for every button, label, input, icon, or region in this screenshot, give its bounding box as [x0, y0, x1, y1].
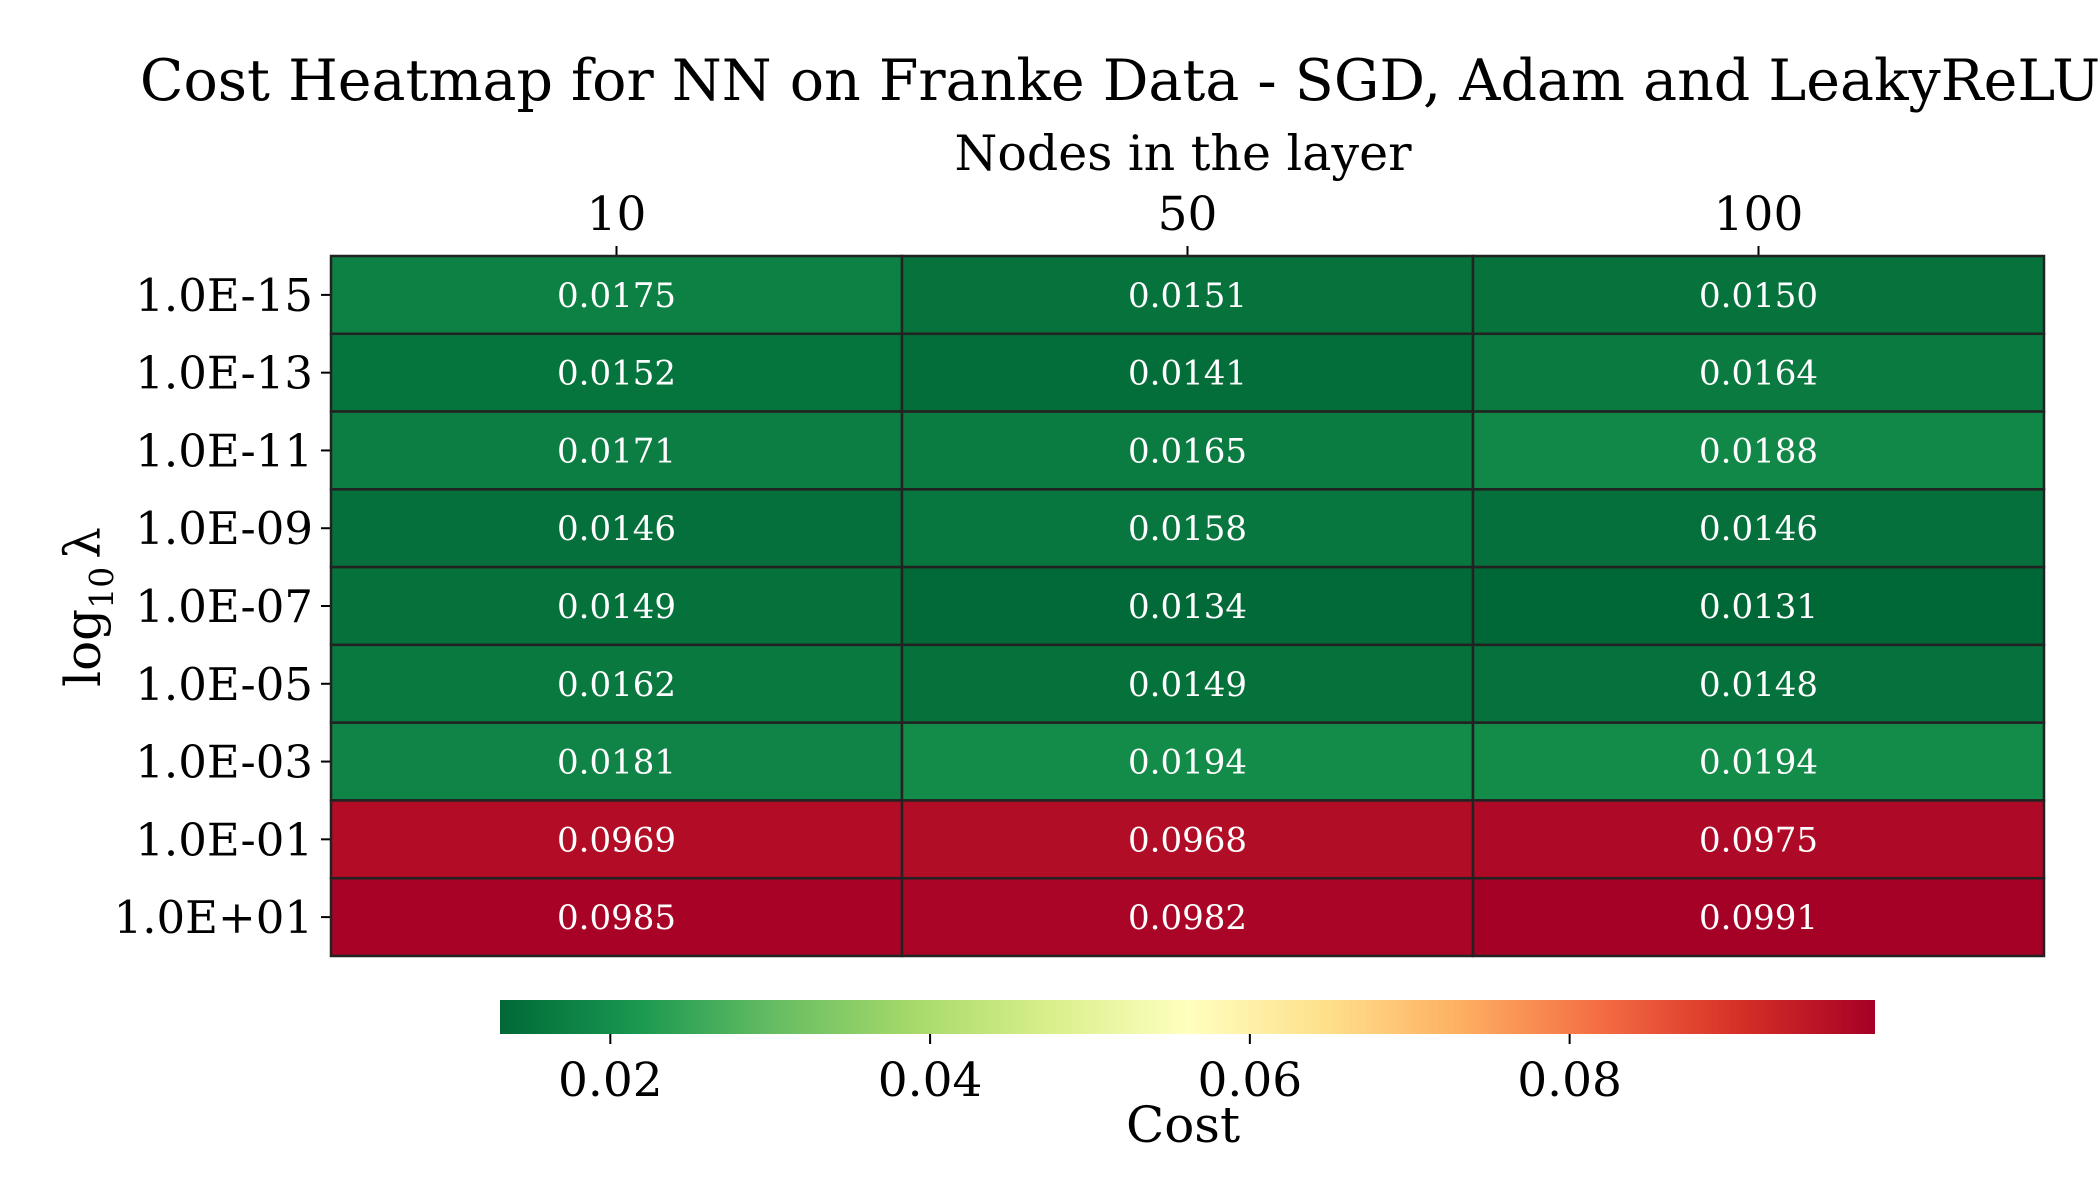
y-axis-label: log10 λ: [54, 527, 121, 687]
heatmap-cell-label: 0.0149: [1128, 665, 1247, 705]
heatmap-cell-label: 0.0151: [1128, 276, 1247, 316]
heatmap-cell-label: 0.0181: [557, 743, 676, 783]
x-tick-label: 100: [1714, 187, 1804, 242]
heatmap-cell: [900, 721, 1475, 802]
heatmap-cell-label: 0.0134: [1128, 587, 1247, 627]
heatmap-cell-label: 0.0194: [1128, 743, 1247, 783]
heatmap-cell: [1471, 876, 2046, 958]
heatmap-cell-label: 0.0162: [557, 665, 676, 705]
heatmap-cell-label: 0.0158: [1128, 509, 1247, 549]
heatmap-cell-label: 0.0149: [557, 587, 676, 627]
heatmap-cell-label: 0.0146: [1699, 509, 1818, 549]
heatmap-cell-label: 0.0152: [557, 354, 676, 394]
colorbar-tick-label: 0.06: [1198, 1053, 1303, 1108]
colorbar-tick-label: 0.02: [558, 1053, 663, 1108]
heatmap-cell-label: 0.0164: [1699, 354, 1818, 394]
heatmap-cell: [1471, 643, 2046, 724]
heatmap-cell-label: 0.0165: [1128, 431, 1247, 471]
y-axis-ticks: 1.0E-15 1.0E-13 1.0E-11 1.0E-09 1.0E-07 1.0E-…: [114, 269, 331, 944]
heatmap-cell-label: 0.0194: [1699, 743, 1818, 783]
heatmap-cell: [329, 488, 904, 569]
x-tick-label: 50: [1158, 187, 1218, 242]
y-tick-label: 1.0E-01: [135, 813, 313, 866]
heatmap-cell: [329, 410, 904, 491]
y-tick-label: 1.0E-09: [135, 502, 313, 555]
heatmap-cell: [329, 254, 904, 336]
chart-title: Cost Heatmap for NN on Franke Data - SGD…: [140, 48, 2100, 114]
heatmap-cells: [329, 254, 2046, 958]
y-tick-label: 1.0E+01: [114, 891, 313, 944]
colorbar: [500, 1000, 1875, 1034]
heatmap-cell-label: 0.0188: [1699, 431, 1818, 471]
heatmap-cell-label: 0.0146: [557, 509, 676, 549]
colorbar-tick-label: 0.08: [1517, 1053, 1622, 1108]
heatmap-cell: [329, 332, 904, 413]
y-axis-label-base: log: [54, 609, 112, 687]
y-tick-label: 1.0E-03: [135, 736, 313, 789]
heatmap-cell-label: 0.0969: [557, 820, 676, 860]
y-axis-label-subscript: 10: [82, 567, 121, 609]
heatmap-cell-label: 0.0968: [1128, 820, 1247, 860]
heatmap-cell-label: 0.0171: [557, 431, 676, 471]
heatmap-cell-labels: 0.0175 0.0151 0.0150 0.0152 0.0141 0.0164 0.01…: [557, 276, 1818, 938]
y-tick-label: 1.0E-05: [135, 658, 313, 711]
y-tick-label: 1.0E-07: [135, 580, 313, 633]
x-axis-ticks: 10 50 100: [587, 187, 1804, 256]
heatmap-cell: [900, 876, 1475, 958]
heatmap-cell-label: 0.0148: [1699, 665, 1818, 705]
y-tick-label: 1.0E-11: [135, 424, 313, 477]
heatmap-cell: [329, 799, 904, 880]
heatmap-cell-label: 0.0141: [1128, 354, 1247, 394]
x-tick-label: 10: [587, 187, 647, 242]
heatmap-cell-label: 0.0991: [1699, 898, 1818, 938]
heatmap-cell: [900, 643, 1475, 724]
heatmap-cell-label: 0.0131: [1699, 587, 1818, 627]
heatmap-cell: [329, 643, 904, 724]
heatmap-cell: [1471, 799, 2046, 880]
colorbar-tick-label: 0.04: [878, 1053, 983, 1108]
heatmap-cell-label: 0.0175: [557, 276, 676, 316]
y-tick-label: 1.0E-15: [135, 269, 313, 322]
heatmap-cell: [1471, 488, 2046, 569]
heatmap-cell: [900, 488, 1475, 569]
x-axis-label: Nodes in the layer: [954, 125, 1412, 182]
heatmap-cell-label: 0.0982: [1128, 898, 1247, 938]
heatmap-cell: [1471, 410, 2046, 491]
colorbar-label: Cost: [1126, 1096, 1240, 1154]
heatmap-cell-label: 0.0985: [557, 898, 676, 938]
y-axis-label-symbol: λ: [54, 527, 112, 559]
heatmap-cell-label: 0.0150: [1699, 276, 1818, 316]
colorbar-ticks: 0.02 0.04 0.06 0.08: [558, 1034, 1622, 1108]
y-tick-label: 1.0E-13: [135, 347, 313, 400]
heatmap-frame: [330, 255, 2045, 957]
heatmap-cell-label: 0.0975: [1699, 820, 1818, 860]
